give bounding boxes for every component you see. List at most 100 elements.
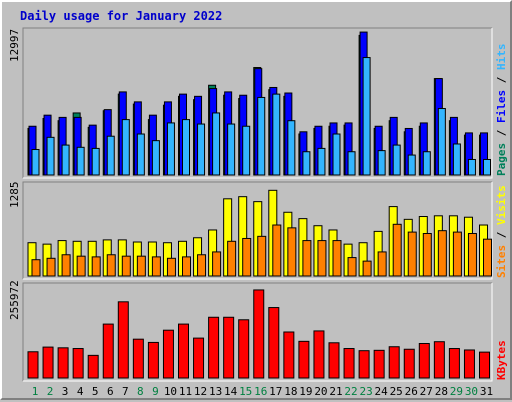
chart-panel-2-shadow-edge [22,181,492,279]
day-label-13: 13 [209,385,222,398]
legend-item-visits: Visits [495,185,508,225]
day-label-15: 15 [239,385,252,398]
day-label-2: 2 [47,385,54,398]
kbytes-bar-day-1 [27,351,39,379]
hits-bar-day-2 [46,136,55,176]
sites-bar-day-26 [407,231,417,277]
ymax-label-panel-1: 12997 [8,29,21,62]
kbytes-bar-day-6 [102,323,114,379]
hits-bar-day-18 [287,120,296,176]
sites-bar-day-30 [467,233,477,277]
hits-bar-day-30 [467,158,476,176]
day-label-20: 20 [314,385,327,398]
sites-bar-day-1 [31,259,41,277]
kbytes-bar-day-31 [479,351,490,379]
day-label-24: 24 [375,385,389,398]
kbytes-bar-day-21 [328,342,340,379]
day-label-18: 18 [284,385,297,398]
kbytes-bar-day-26 [403,348,415,379]
kbytes-bar-day-11 [178,323,189,379]
day-label-1: 1 [32,385,39,398]
day-label-26: 26 [405,385,418,398]
day-label-27: 27 [420,385,433,398]
hits-bar-day-17 [272,93,281,176]
hits-bar-day-12 [197,123,206,176]
kbytes-bar-day-25 [388,346,400,379]
sites-bar-day-13 [212,251,222,277]
chart-title: Daily usage for January 2022 [20,9,223,23]
kbytes-bar-day-15 [238,319,250,379]
legend-item-hits: Hits [495,44,508,71]
sites-bar-day-12 [197,254,207,277]
day-label-16: 16 [254,385,267,398]
legend-panel-3: KBytes [495,340,508,380]
kbytes-bar-day-14 [223,316,235,379]
kbytes-bar-day-23 [358,350,370,379]
hits-bar-day-29 [452,143,461,176]
chart-panel-2-light-edge [23,182,493,280]
sites-bar-day-28 [437,230,447,277]
kbytes-bar-day-12 [193,337,205,379]
sites-bar-day-19 [302,240,312,277]
hits-bar-day-9 [151,140,160,176]
day-label-8: 8 [137,385,144,398]
day-label-3: 3 [62,385,69,398]
sites-bar-day-5 [91,256,101,277]
kbytes-bar-day-7 [117,301,129,379]
kbytes-bar-day-9 [147,341,159,379]
hits-bar-day-16 [257,96,266,176]
sites-bar-day-14 [227,240,237,277]
kbytes-bar-day-13 [208,316,220,379]
sites-bar-day-3 [61,254,71,277]
kbytes-bar-day-29 [448,348,460,379]
hits-bar-day-14 [227,123,236,176]
sites-bar-day-15 [242,237,252,277]
sites-bar-day-27 [422,233,432,277]
sites-bar-day-29 [452,231,462,277]
kbytes-bar-day-24 [373,349,385,379]
hits-bar-day-11 [182,119,190,176]
kbytes-bar-day-28 [433,341,445,379]
hits-bar-day-15 [242,125,251,176]
sites-bar-day-16 [257,235,267,277]
sites-bar-day-21 [332,240,342,277]
day-label-17: 17 [269,385,282,398]
hits-bar-day-27 [422,151,431,176]
kbytes-bar-day-4 [72,348,84,379]
day-label-10: 10 [164,385,177,398]
sites-bar-day-2 [46,257,56,277]
day-label-12: 12 [194,385,207,398]
sites-bar-day-18 [287,227,297,277]
hits-bar-day-19 [302,151,311,176]
kbytes-bar-day-8 [132,338,144,379]
sites-bar-day-11 [182,256,191,277]
sites-bar-day-24 [377,251,387,277]
kbytes-bar-day-16 [253,289,265,379]
day-label-6: 6 [107,385,114,398]
kbytes-bar-day-10 [162,329,174,379]
day-label-14: 14 [224,385,238,398]
sites-bar-day-23 [362,260,372,277]
chart-panel-3-shadow-edge [22,282,492,381]
legend-item-files: Files [495,90,508,123]
hits-bar-day-6 [106,135,115,176]
sites-bar-day-17 [272,224,282,277]
kbytes-bar-day-19 [298,340,310,379]
day-label-11: 11 [179,385,192,398]
legend-item-kbytes: KBytes [495,340,508,380]
kbytes-bar-day-30 [463,349,475,379]
day-label-28: 28 [435,385,448,398]
day-label-21: 21 [329,385,342,398]
legend-item-sites: Sites [495,245,508,278]
day-label-23: 23 [359,385,372,398]
legend-separator: / [495,225,508,245]
sites-bar-day-7 [121,255,131,277]
legend-item-pages: Pages [495,143,508,176]
sites-bar-day-31 [483,238,492,277]
kbytes-bar-day-27 [418,342,430,379]
legend-panel-1: Pages / Files / Hits [495,44,508,177]
hits-bar-day-5 [91,147,100,176]
sites-bar-day-10 [166,257,176,277]
kbytes-bar-day-2 [42,346,54,379]
